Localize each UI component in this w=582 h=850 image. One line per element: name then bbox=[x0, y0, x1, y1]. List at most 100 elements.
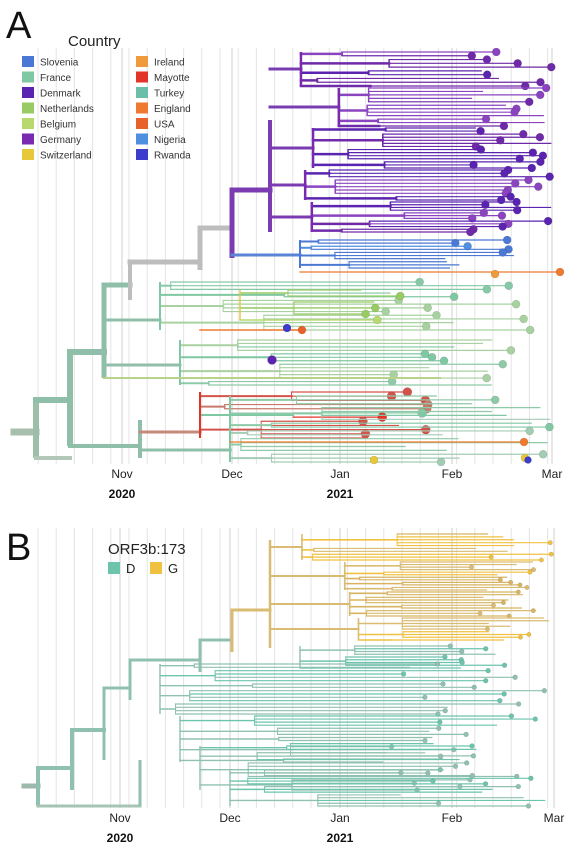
tip-node bbox=[515, 783, 522, 790]
tip-node bbox=[297, 325, 307, 335]
tip-node bbox=[517, 634, 523, 640]
tip-node bbox=[524, 456, 532, 464]
tip-node bbox=[490, 395, 500, 405]
legend-label-slovenia: Slovenia bbox=[40, 58, 79, 69]
tip-node bbox=[501, 691, 507, 697]
tip-node bbox=[483, 677, 489, 684]
tip-node bbox=[476, 126, 485, 136]
tip-node bbox=[531, 567, 537, 573]
tip-node bbox=[490, 602, 496, 608]
tip-node bbox=[423, 303, 433, 313]
tip-node bbox=[536, 77, 545, 87]
tip-node bbox=[267, 355, 277, 365]
tip-node bbox=[541, 83, 551, 93]
month-label-nov: Nov bbox=[109, 811, 130, 825]
legend-swatch-nigeria bbox=[136, 133, 148, 145]
legend-label-mayotte: Mayotte bbox=[154, 73, 190, 84]
legend-title-country: Country bbox=[68, 33, 121, 50]
tip-node bbox=[370, 303, 380, 313]
legend-label-d: D bbox=[126, 561, 135, 576]
legend-swatch-g bbox=[150, 562, 162, 574]
tip-node bbox=[422, 694, 428, 701]
year-label-2021: 2021 bbox=[327, 831, 354, 845]
tip-node bbox=[528, 775, 534, 782]
tip-node bbox=[430, 778, 436, 784]
tip-node bbox=[525, 803, 532, 809]
month-label-mar: Mar bbox=[544, 811, 565, 825]
legend-swatch-germany bbox=[22, 133, 34, 145]
tip-node bbox=[525, 426, 534, 436]
tip-node bbox=[482, 781, 489, 787]
tip-node bbox=[555, 267, 565, 277]
tip-node bbox=[482, 55, 492, 64]
tip-node bbox=[498, 222, 507, 231]
tip-node bbox=[369, 455, 379, 465]
tip-node bbox=[452, 763, 459, 770]
panel-a-time-axis: Nov Dec Jan Feb Mar 2020 2021 bbox=[109, 467, 563, 501]
legend-swatch-slovenia bbox=[22, 56, 34, 67]
tip-node bbox=[459, 659, 465, 666]
tip-node bbox=[506, 192, 515, 201]
tip-node bbox=[466, 227, 475, 237]
legend-label-belgium: Belgium bbox=[40, 120, 76, 131]
tip-node bbox=[442, 707, 448, 714]
tip-node bbox=[381, 307, 390, 316]
tip-node bbox=[482, 70, 492, 79]
tip-node bbox=[477, 610, 483, 616]
tip-node bbox=[484, 626, 490, 632]
panel-b-tree bbox=[21, 533, 554, 809]
country-legend-entries: Slovenia France Denmark Netherlands Belgium G… bbox=[22, 56, 191, 162]
tip-node bbox=[463, 731, 469, 738]
legend-swatch-belgium bbox=[22, 118, 34, 129]
tip-node bbox=[528, 148, 538, 157]
legend-swatch-ireland bbox=[136, 56, 148, 67]
tip-node bbox=[508, 579, 514, 585]
tip-node bbox=[517, 582, 523, 588]
legend-label-nigeria: Nigeria bbox=[154, 135, 186, 146]
tip-node bbox=[520, 81, 530, 91]
legend-swatch-turkey bbox=[136, 87, 148, 98]
tip-node bbox=[519, 314, 528, 324]
tip-node bbox=[388, 743, 395, 750]
legend-label-england: England bbox=[154, 104, 191, 115]
tip-node bbox=[436, 457, 446, 467]
legend-swatch-switzerland bbox=[22, 149, 34, 160]
tip-node bbox=[463, 241, 472, 251]
tip-node bbox=[435, 800, 442, 806]
tip-node bbox=[513, 59, 522, 68]
panel-b-letter: B bbox=[6, 527, 31, 569]
tip-node bbox=[497, 577, 503, 583]
tip-node bbox=[496, 195, 506, 205]
tip-node bbox=[498, 359, 508, 369]
tip-node bbox=[543, 216, 553, 226]
tip-node bbox=[515, 701, 522, 707]
tip-node bbox=[497, 211, 507, 220]
tip-node bbox=[488, 554, 494, 560]
legend-swatch-rwanda bbox=[136, 149, 148, 160]
tip-node bbox=[469, 772, 475, 779]
tip-node bbox=[532, 716, 538, 722]
legend-label-netherlands: Netherlands bbox=[40, 104, 94, 115]
tip-node bbox=[467, 214, 477, 223]
month-label-dec: Dec bbox=[219, 811, 240, 825]
tip-node bbox=[506, 346, 516, 355]
month-label-jan: Jan bbox=[330, 811, 349, 825]
tip-node bbox=[502, 235, 512, 245]
tip-node bbox=[437, 719, 443, 725]
tip-node bbox=[459, 648, 465, 655]
tip-node bbox=[481, 200, 490, 210]
year-label-2020: 2020 bbox=[107, 831, 134, 845]
tip-node bbox=[504, 281, 514, 290]
panel-a: A Country Slovenia France Denmark Netherlan… bbox=[6, 5, 565, 501]
tip-node bbox=[422, 737, 428, 744]
legend-swatch-mayotte bbox=[136, 71, 148, 83]
tip-node bbox=[538, 557, 544, 563]
panel-a-tree bbox=[10, 47, 565, 467]
tip-node bbox=[447, 643, 454, 649]
legend-label-usa: USA bbox=[154, 120, 175, 131]
tip-node bbox=[449, 292, 459, 302]
tip-node bbox=[415, 277, 424, 287]
